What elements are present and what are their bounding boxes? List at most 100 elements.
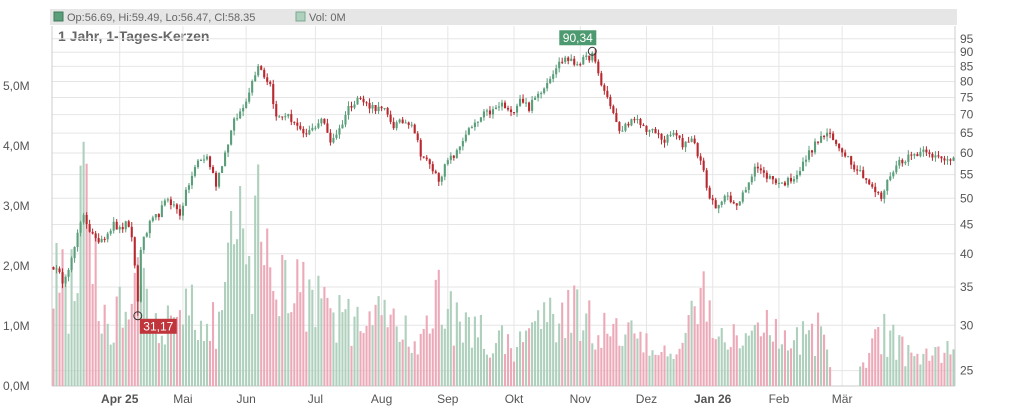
volume-bar	[317, 275, 320, 386]
candle-body	[663, 139, 666, 143]
candle-body	[251, 81, 254, 93]
candle-body	[512, 112, 516, 114]
volume-bar	[925, 348, 928, 386]
candle-body	[449, 155, 452, 161]
volume-bar	[452, 345, 455, 386]
volume-bar	[871, 338, 874, 386]
volume-bar	[88, 227, 91, 386]
volume-bar	[356, 306, 359, 386]
volume-bar	[148, 329, 151, 386]
candle-body	[443, 164, 446, 177]
candle-body	[546, 83, 549, 89]
volume-bar	[949, 354, 952, 386]
candle-body	[218, 172, 221, 187]
candle-body	[684, 141, 687, 148]
volume-tick-label: 5,0M	[3, 79, 30, 93]
volume-bar	[859, 366, 862, 386]
volume-bar	[820, 326, 823, 386]
volume-bar	[660, 351, 663, 386]
candle-body	[537, 93, 540, 98]
volume-bar	[732, 324, 735, 386]
volume-bar	[275, 299, 278, 386]
price-tick-label: 80	[960, 74, 974, 88]
candle-body	[639, 118, 642, 125]
candle-body	[422, 156, 425, 158]
volume-bar	[525, 330, 528, 386]
volume-bar	[85, 163, 88, 386]
volume-bar	[314, 327, 317, 386]
volume-bar	[58, 292, 61, 386]
candle-body	[807, 150, 811, 160]
candle-body	[362, 98, 365, 103]
volume-bar	[801, 321, 805, 386]
candle-body	[485, 110, 488, 112]
price-tick-label: 90	[960, 45, 974, 59]
volume-bar	[115, 296, 118, 386]
volume-bar	[347, 298, 350, 386]
candle-body	[97, 238, 100, 243]
volume-bar	[139, 285, 142, 386]
volume-bar	[184, 288, 187, 386]
volume-bar	[169, 315, 172, 386]
volume-bar	[750, 330, 753, 386]
candle-body	[64, 276, 67, 284]
price-tick-label: 95	[960, 32, 974, 46]
volume-bar	[413, 341, 416, 386]
volume-bar	[320, 298, 323, 386]
candle-body	[233, 118, 236, 131]
volume-bar	[561, 302, 564, 386]
candle-body	[145, 233, 148, 237]
candle-body	[392, 121, 395, 129]
volume-bar	[190, 284, 194, 386]
volume-bar	[70, 249, 73, 386]
volume-bar	[868, 352, 871, 386]
volume-bar	[94, 233, 97, 386]
candle-body	[519, 98, 522, 106]
volume-tick-label: 2,0M	[3, 259, 30, 273]
volume-bar	[741, 345, 744, 386]
volume-bar	[780, 344, 783, 386]
volume-bar	[431, 328, 434, 386]
candle-body	[618, 122, 621, 131]
volume-bar	[202, 341, 206, 386]
volume-bar	[350, 345, 353, 386]
candle-body	[633, 119, 636, 121]
price-tick-label: 40	[960, 247, 974, 261]
volume-bar	[693, 306, 696, 386]
volume-bar	[386, 327, 389, 386]
time-tick-label: Apr 25	[101, 392, 139, 406]
candle-body	[308, 130, 311, 135]
candle-body	[570, 58, 573, 61]
candle-body	[820, 136, 823, 143]
candle-body	[561, 61, 564, 63]
volume-bar	[479, 314, 482, 386]
candle-body	[528, 102, 531, 111]
candle-body	[314, 127, 317, 129]
volume-bar	[103, 304, 106, 386]
candle-body	[705, 170, 708, 188]
candle-body	[341, 124, 344, 129]
candle-body	[133, 237, 136, 266]
candle-body	[750, 176, 753, 183]
volume-bar	[455, 302, 458, 386]
volume-bar	[777, 348, 780, 386]
volume-bar	[473, 316, 476, 386]
candle-body	[904, 161, 907, 164]
time-tick-label: Jun	[236, 392, 255, 406]
volume-bar	[576, 289, 579, 386]
volume-bar	[531, 322, 534, 386]
candle-body	[148, 220, 151, 234]
high-label-box	[559, 30, 597, 46]
volume-bar	[97, 321, 100, 386]
volume-bar	[678, 348, 681, 386]
candle-body	[738, 201, 741, 206]
time-tick-label: Aug	[371, 392, 392, 406]
volume-bar	[877, 327, 880, 386]
candle-body	[127, 221, 130, 227]
candle-body	[248, 92, 251, 102]
candle-body	[931, 153, 934, 158]
volume-bar	[497, 330, 501, 386]
volume-bar	[338, 295, 341, 386]
candle-body	[552, 74, 555, 79]
candle-body	[266, 77, 269, 82]
